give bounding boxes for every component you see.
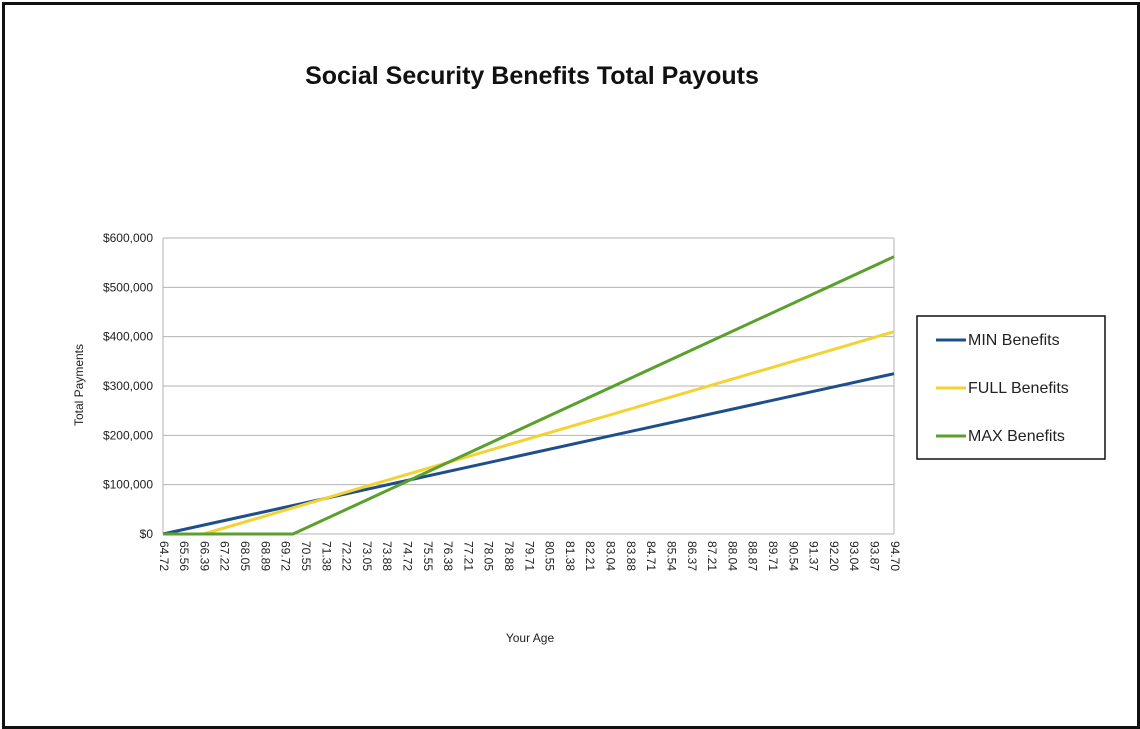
grid — [162, 237, 895, 535]
legend: MIN Benefits FULL Benefits MAX Benefits — [916, 315, 1106, 460]
legend-label-2: FULL Benefits — [968, 380, 1069, 397]
x-tick-label: 82.21 — [583, 541, 597, 571]
x-tick-label: 89.71 — [766, 541, 780, 571]
x-tick-label: 87.21 — [705, 541, 719, 571]
x-tick-label: 69.72 — [279, 541, 293, 571]
series-lines — [162, 255, 895, 536]
x-tick-labels: 64.72 65.56 66.39 67.22 68.05 68.89 69.72 70.55… — [157, 541, 902, 571]
x-tick-label: 68.89 — [258, 541, 272, 571]
x-tick-label: 84.71 — [644, 541, 658, 571]
series-line-1 — [162, 372, 895, 536]
y-tick-label: $400,000 — [103, 330, 153, 344]
y-tick-label: $300,000 — [103, 379, 153, 393]
x-tick-label: 73.05 — [360, 541, 374, 571]
legend-label-3: MAX Benefits — [968, 428, 1065, 445]
x-tick-label: 79.71 — [522, 541, 536, 571]
x-tick-label: 72.22 — [340, 541, 354, 571]
x-tick-label: 91.37 — [807, 541, 821, 571]
y-tick-label: $500,000 — [103, 280, 153, 294]
x-tick-label: 80.55 — [543, 541, 557, 571]
x-tick-label: 74.72 — [400, 541, 414, 571]
x-tick-label: 78.05 — [482, 541, 496, 571]
x-tick-label: 83.04 — [604, 541, 618, 571]
y-tick-label: $100,000 — [103, 478, 153, 492]
x-tick-label: 75.55 — [421, 541, 435, 571]
x-tick-label: 92.20 — [827, 541, 841, 571]
x-tick-label: 90.54 — [786, 541, 800, 571]
x-tick-label: 76.38 — [441, 541, 455, 571]
y-axis-label: Total Payments — [72, 344, 86, 426]
x-tick-label: 85.54 — [664, 541, 678, 571]
chart-title: Social Security Benefits Total Payouts — [305, 62, 759, 90]
series-line-2 — [163, 330, 895, 536]
x-tick-label: 65.56 — [177, 541, 191, 571]
x-tick-label: 64.72 — [157, 541, 171, 571]
x-tick-label: 73.88 — [380, 541, 394, 571]
x-tick-label: 86.37 — [685, 541, 699, 571]
x-tick-label: 93.04 — [847, 541, 861, 571]
x-tick-label: 88.87 — [746, 541, 760, 571]
legend-label-1: MIN Benefits — [968, 332, 1060, 349]
x-tick-label: 83.88 — [624, 541, 638, 571]
x-tick-label: 68.05 — [238, 541, 252, 571]
y-tick-label: $0 — [140, 527, 154, 541]
y-tick-labels: $0 $100,000 $200,000 $300,000 $400,000 $500,0… — [103, 231, 153, 541]
y-tick-label: $200,000 — [103, 428, 153, 442]
x-tick-label: 88.04 — [725, 541, 739, 571]
x-tick-label: 93.87 — [868, 541, 882, 571]
x-tick-label: 81.38 — [563, 541, 577, 571]
x-tick-label: 67.22 — [218, 541, 232, 571]
x-tick-label: 78.88 — [502, 541, 516, 571]
y-tick-label: $600,000 — [103, 231, 153, 245]
x-tick-label: 71.38 — [319, 541, 333, 571]
x-axis-label: Your Age — [506, 631, 555, 645]
x-tick-label: 77.21 — [461, 541, 475, 571]
x-tick-label: 66.39 — [197, 541, 211, 571]
x-tick-label: 70.55 — [299, 541, 313, 571]
series-line-3 — [163, 255, 895, 536]
x-tick-label: 94.70 — [888, 541, 902, 571]
